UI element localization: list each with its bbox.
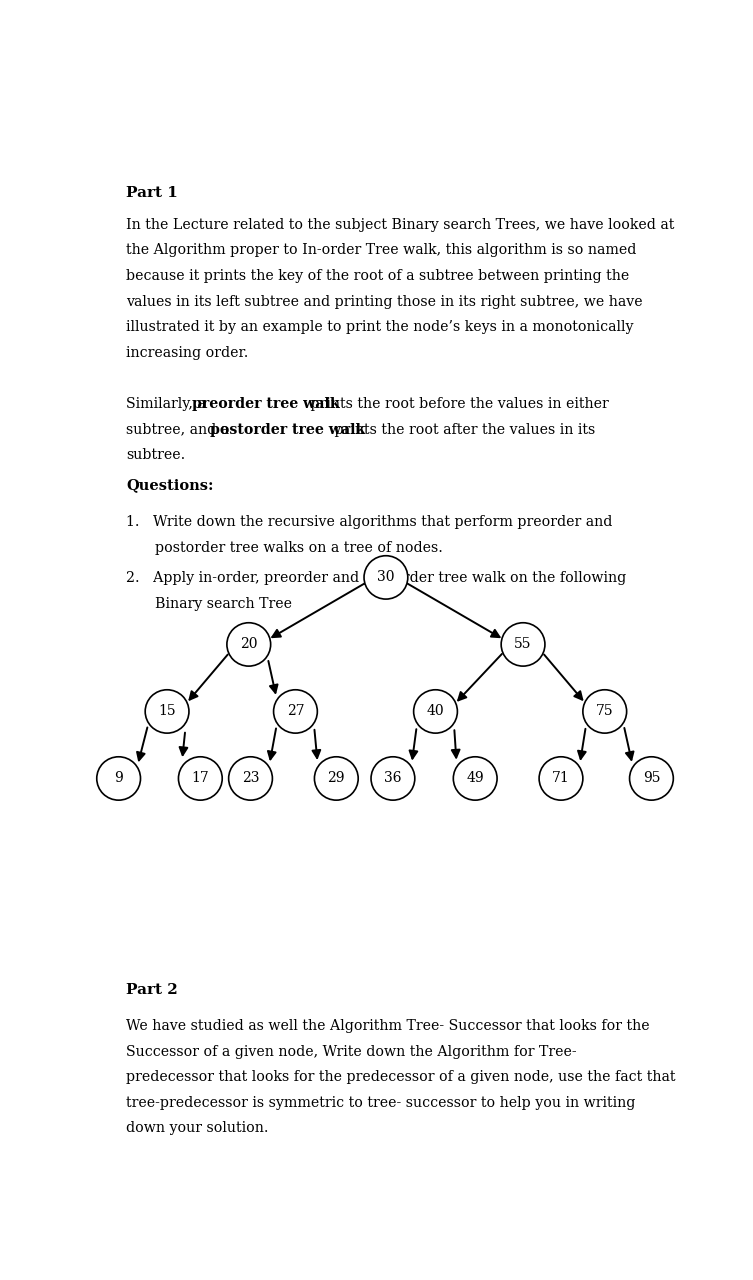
Text: postorder tree walks on a tree of nodes.: postorder tree walks on a tree of nodes.	[155, 541, 444, 556]
Ellipse shape	[539, 756, 583, 800]
Text: Part 1: Part 1	[127, 186, 178, 200]
Text: 27: 27	[287, 704, 304, 718]
Text: preorder tree walk: preorder tree walk	[191, 397, 340, 411]
Text: Part 2: Part 2	[127, 983, 178, 997]
Text: Questions:: Questions:	[127, 477, 214, 492]
Text: 95: 95	[643, 772, 660, 786]
Ellipse shape	[227, 623, 270, 666]
Text: 75: 75	[596, 704, 614, 718]
Ellipse shape	[413, 690, 457, 733]
Text: 49: 49	[466, 772, 484, 786]
Ellipse shape	[178, 756, 222, 800]
Text: subtree, and a: subtree, and a	[127, 422, 234, 436]
Text: 29: 29	[328, 772, 345, 786]
Text: increasing order.: increasing order.	[127, 346, 248, 360]
Text: 40: 40	[427, 704, 444, 718]
Text: 2.   Apply in-order, preorder and postorder tree walk on the following: 2. Apply in-order, preorder and postorde…	[127, 571, 626, 585]
Text: We have studied as well the Algorithm Tree- Successor that looks for the: We have studied as well the Algorithm Tr…	[127, 1019, 650, 1033]
Text: because it prints the key of the root of a subtree between printing the: because it prints the key of the root of…	[127, 269, 630, 283]
Ellipse shape	[453, 756, 497, 800]
Ellipse shape	[145, 690, 189, 733]
Ellipse shape	[371, 756, 415, 800]
Ellipse shape	[501, 623, 545, 666]
Ellipse shape	[315, 756, 358, 800]
Ellipse shape	[96, 756, 141, 800]
Text: 15: 15	[158, 704, 176, 718]
Text: 9: 9	[114, 772, 123, 786]
Ellipse shape	[630, 756, 673, 800]
Text: 36: 36	[384, 772, 401, 786]
Text: In the Lecture related to the subject Binary search Trees, we have looked at: In the Lecture related to the subject Bi…	[127, 218, 675, 232]
Text: 55: 55	[514, 637, 532, 652]
Text: Similarly, a: Similarly, a	[127, 397, 211, 411]
Ellipse shape	[273, 690, 317, 733]
Ellipse shape	[583, 690, 626, 733]
Text: illustrated it by an example to print the node’s keys in a monotonically: illustrated it by an example to print th…	[127, 320, 634, 334]
Text: 23: 23	[242, 772, 259, 786]
Text: subtree.: subtree.	[127, 448, 185, 462]
Text: 71: 71	[552, 772, 570, 786]
Text: the Algorithm proper to In-order Tree walk, this algorithm is so named: the Algorithm proper to In-order Tree wa…	[127, 243, 636, 257]
Text: predecessor that looks for the predecessor of a given node, use the fact that: predecessor that looks for the predecess…	[127, 1070, 675, 1084]
Text: down your solution.: down your solution.	[127, 1121, 269, 1135]
Text: 20: 20	[240, 637, 258, 652]
Text: Successor of a given node, Write down the Algorithm for Tree-: Successor of a given node, Write down th…	[127, 1044, 577, 1059]
Text: tree-predecessor is symmetric to tree- successor to help you in writing: tree-predecessor is symmetric to tree- s…	[127, 1096, 636, 1110]
Ellipse shape	[364, 556, 408, 599]
Text: prints the root after the values in its: prints the root after the values in its	[330, 422, 596, 436]
Text: 30: 30	[377, 571, 395, 585]
Text: 17: 17	[191, 772, 209, 786]
Text: values in its left subtree and printing those in its right subtree, we have: values in its left subtree and printing …	[127, 294, 643, 308]
Text: postorder tree walk: postorder tree walk	[209, 422, 365, 436]
Text: 1.   Write down the recursive algorithms that perform preorder and: 1. Write down the recursive algorithms t…	[127, 516, 613, 530]
Ellipse shape	[229, 756, 273, 800]
Text: prints the root before the values in either: prints the root before the values in eit…	[306, 397, 608, 411]
Text: Binary search Tree: Binary search Tree	[155, 596, 292, 611]
